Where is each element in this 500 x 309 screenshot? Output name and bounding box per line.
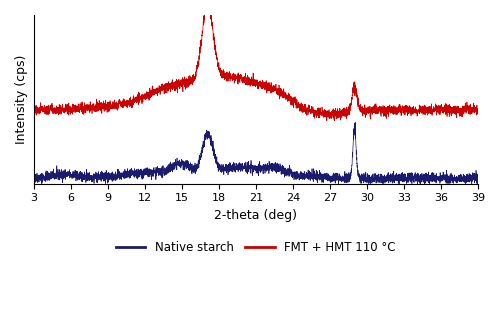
Legend: Native starch, FMT + HMT 110 °C: Native starch, FMT + HMT 110 °C — [111, 237, 401, 259]
X-axis label: 2-theta (deg): 2-theta (deg) — [214, 209, 297, 222]
Y-axis label: Intensity (cps): Intensity (cps) — [15, 55, 28, 144]
